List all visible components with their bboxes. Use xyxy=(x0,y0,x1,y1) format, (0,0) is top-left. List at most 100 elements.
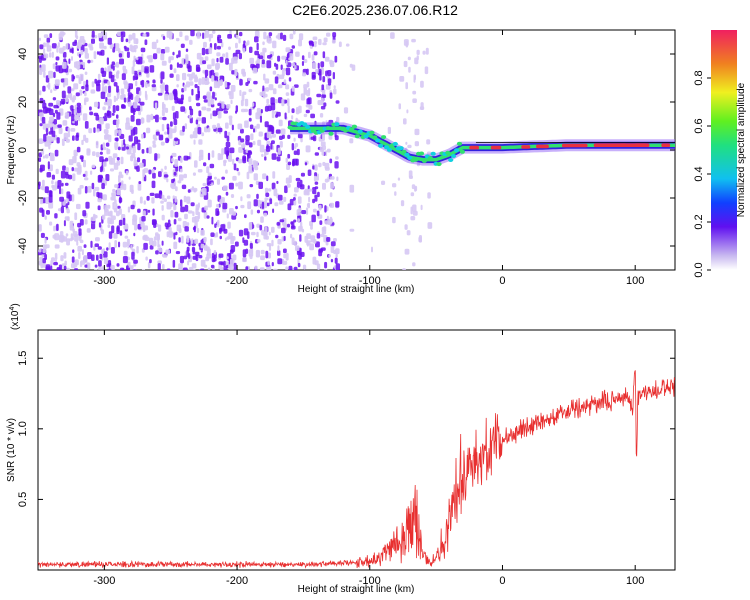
spectrogram-noise-cell xyxy=(52,97,57,101)
spectrogram-noise-cell xyxy=(191,88,194,96)
spectrogram-noise-cell xyxy=(131,265,134,269)
spectrogram-noise-cell xyxy=(164,131,168,135)
spectrogram-noise-cell xyxy=(62,120,68,126)
spectrogram-noise-cell xyxy=(112,153,118,159)
spectrogram-noise-cell xyxy=(268,84,274,91)
spectrogram-xtick-label: 100 xyxy=(626,275,644,287)
spectrogram-noise-cell xyxy=(117,146,121,151)
spectrogram-noise-cell xyxy=(334,161,339,169)
spectrogram-noise-cell xyxy=(303,113,308,118)
spectrogram-noise-cell xyxy=(88,128,93,134)
spectrogram-noise-cell xyxy=(203,99,209,103)
spectrogram-noise-cell xyxy=(194,160,198,168)
spectrogram-noise-cell xyxy=(74,104,77,113)
spectrogram-noise-cell xyxy=(200,259,206,267)
spectrogram-noise-cell xyxy=(204,69,209,77)
spectrogram-noise-cell xyxy=(198,269,202,270)
spectrogram-noise-cell xyxy=(254,36,259,43)
spectrogram-noise-cell xyxy=(107,99,112,105)
spectrogram-noise-cell xyxy=(187,189,191,193)
spectrogram-noise-cell xyxy=(71,263,76,269)
spectrogram-noise-cell xyxy=(335,253,338,258)
spectrogram-noise-cell xyxy=(271,133,276,138)
spectrogram-noise-cell xyxy=(200,229,205,236)
spectrogram-noise-cell xyxy=(192,211,195,217)
spectrogram-noise-cell xyxy=(178,174,184,181)
spectrogram-noise-cell xyxy=(267,252,271,259)
spectrogram-noise-cell xyxy=(42,85,46,92)
spectrogram-noise-cell xyxy=(161,240,164,246)
spectrogram-signal-track xyxy=(287,121,675,167)
spectrogram-noise-cell xyxy=(301,61,304,66)
spectrogram-noise-cell xyxy=(270,54,273,58)
spectrogram-noise-cell xyxy=(42,179,45,187)
signal-blob xyxy=(398,146,404,151)
spectrogram-noise-cell xyxy=(223,110,228,114)
spectrogram-noise-cell xyxy=(184,213,188,220)
spectrogram-noise-cell xyxy=(212,91,215,99)
spectrogram-noise-cell xyxy=(410,192,415,197)
spectrogram-noise-cell xyxy=(223,260,226,267)
spectrogram-noise-cell xyxy=(96,83,101,92)
spectrogram-noise-cell xyxy=(407,56,411,61)
spectrogram-noise-cell xyxy=(318,249,323,257)
spectrogram-ytick-label: 40 xyxy=(17,48,29,60)
spectrogram-noise-cell xyxy=(190,30,195,37)
spectrogram-noise-cell xyxy=(132,145,136,154)
snr-series-line xyxy=(38,370,675,569)
spectrogram-noise-cell xyxy=(57,180,62,188)
spectrogram-noise-cell xyxy=(133,38,139,44)
spectrogram-noise-cell xyxy=(84,47,88,54)
spectrogram-noise-cell xyxy=(225,141,231,148)
spectrogram-noise-cell xyxy=(212,110,218,117)
spectrogram-noise-cell xyxy=(195,207,199,216)
spectrogram-noise-cell xyxy=(38,248,42,253)
spectrogram-noise-cell xyxy=(247,150,251,155)
spectrogram-noise-cell xyxy=(189,117,193,124)
spectrogram-noise-cell xyxy=(298,33,304,41)
spectrogram-noise-cell xyxy=(276,156,281,162)
spectrogram-noise-cell xyxy=(253,128,255,133)
spectrogram-noise-cell xyxy=(42,122,47,130)
spectrogram-noise-cell xyxy=(56,112,61,120)
spectrogram-noise-cell xyxy=(249,242,253,249)
spectrogram-noise-cell xyxy=(122,241,128,248)
spectrogram-noise-cell xyxy=(101,214,106,220)
spectrogram-noise-cell xyxy=(314,181,319,185)
spectrogram-noise-cell xyxy=(218,261,224,265)
spectrogram-noise-cell xyxy=(43,71,46,78)
spectrogram-noise-cell xyxy=(183,195,187,203)
signal-blob xyxy=(363,134,369,139)
signal-blob xyxy=(328,131,334,136)
spectrogram-noise-cell xyxy=(175,186,178,192)
spectrogram-noise-cell xyxy=(307,97,312,105)
spectrogram-noise-cell xyxy=(286,223,291,228)
colorbar-tick-label: 0.0 xyxy=(693,262,705,277)
spectrogram-noise-cell xyxy=(155,114,159,123)
spectrogram-noise-cell xyxy=(309,243,314,251)
spectrogram-noise-cell xyxy=(299,234,302,242)
spectrogram-noise-cell xyxy=(279,74,285,80)
spectrogram-noise-cell xyxy=(291,143,295,151)
spectrogram-noise-cell xyxy=(151,84,156,88)
spectrogram-noise-cell xyxy=(245,266,249,270)
spectrogram-noise-cell xyxy=(110,247,115,254)
spectrogram-noise-cell xyxy=(209,33,214,39)
spectrogram-noise-cell xyxy=(214,97,217,101)
spectrogram-noise-cell xyxy=(283,248,287,254)
spectrogram-noise-cell xyxy=(322,51,326,59)
spectrogram-noise-cell xyxy=(165,107,169,113)
signal-blob xyxy=(392,141,398,146)
spectrogram-noise-cell xyxy=(269,135,273,139)
spectrogram-noise-cell xyxy=(75,74,80,79)
spectrogram-noise-cell xyxy=(248,249,254,257)
spectrogram-noise-cell xyxy=(275,129,281,134)
spectrogram-noise-cell xyxy=(306,81,310,88)
spectrogram-noise-cell xyxy=(271,182,276,190)
spectrogram-noise-cell xyxy=(214,43,217,50)
spectrogram-noise-cell xyxy=(85,79,89,88)
spectrogram-noise-cell xyxy=(115,129,119,134)
spectrogram-noise-cell xyxy=(80,49,84,55)
spectrogram-noise-cell xyxy=(203,162,207,167)
spectrogram-noise-cell xyxy=(125,170,129,176)
